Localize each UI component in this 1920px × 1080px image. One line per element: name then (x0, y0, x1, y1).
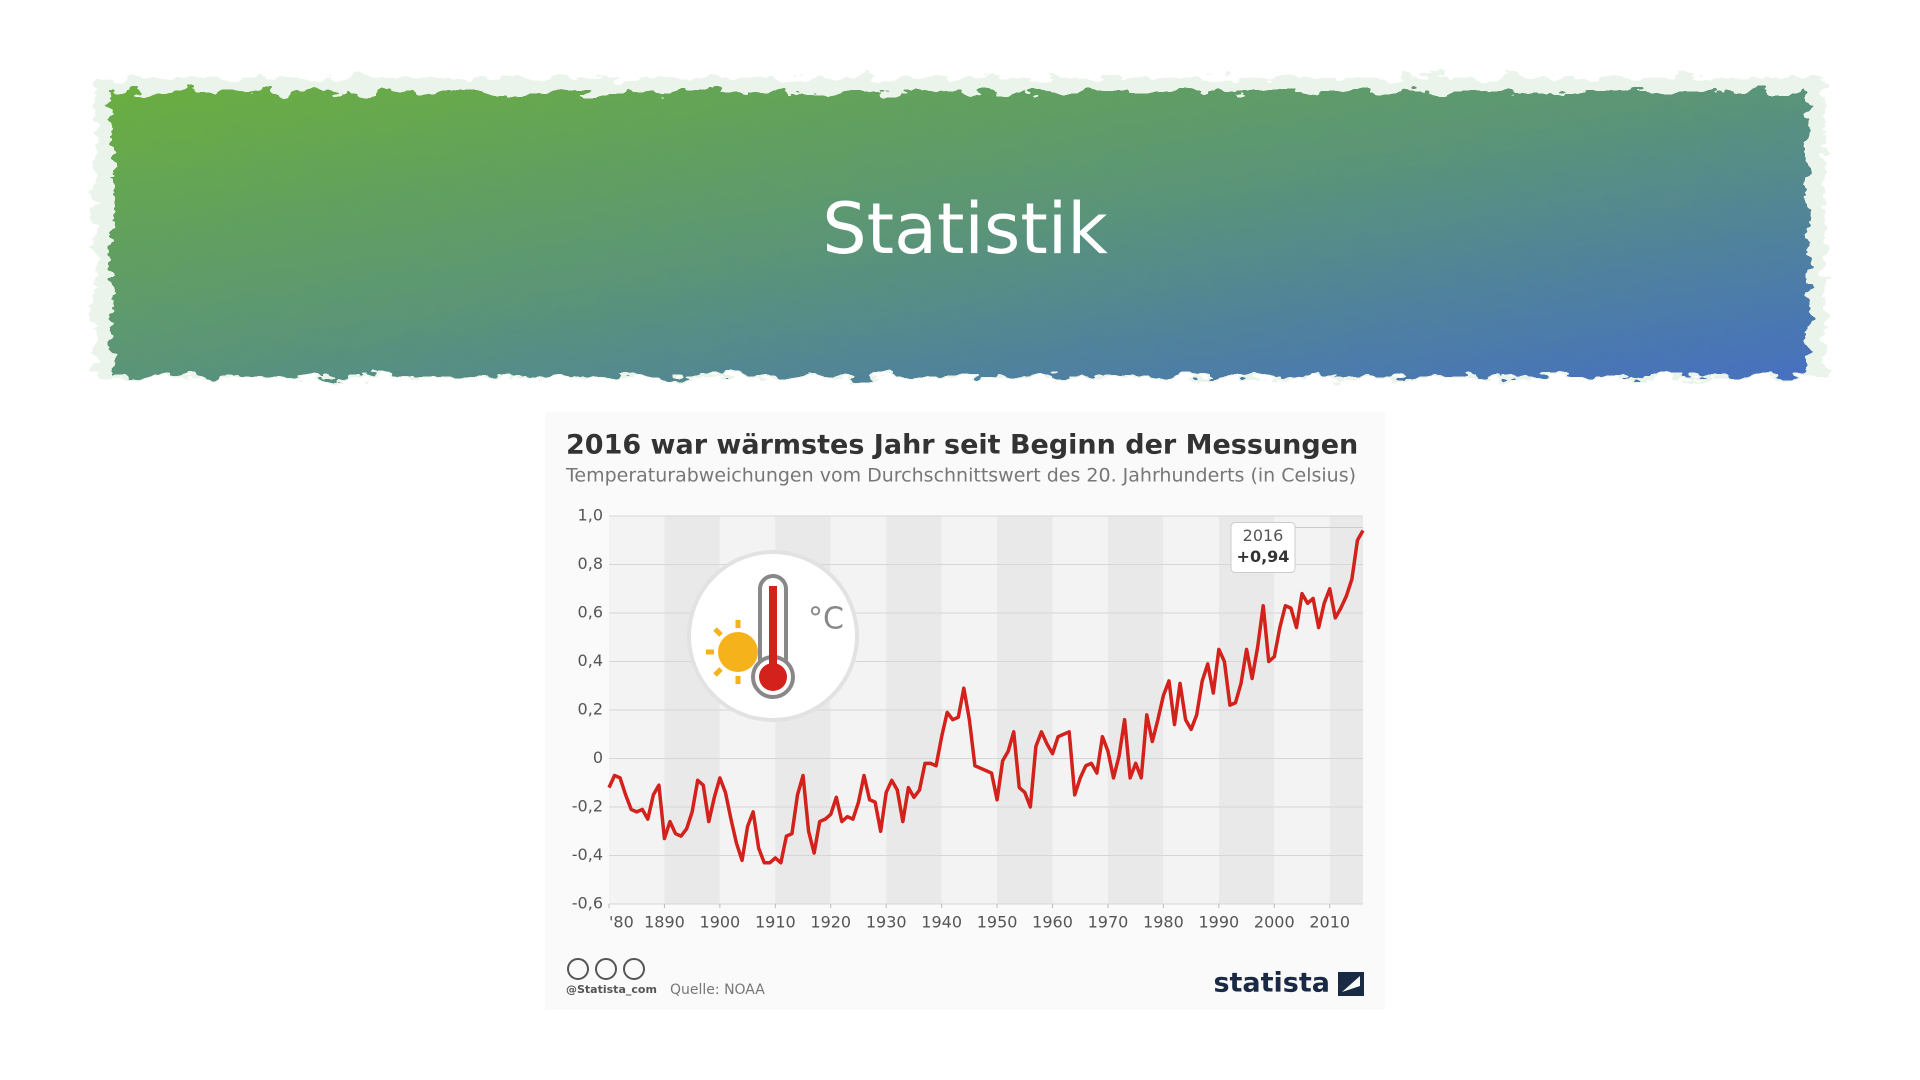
x-tick-label: 1960 (1032, 913, 1073, 932)
temperature-line (607, 529, 1365, 865)
thermometer-icon: °C (687, 550, 859, 722)
x-tick-label: 1990 (1198, 913, 1239, 932)
x-tick-label: 1970 (1088, 913, 1129, 932)
x-tick-label: 1930 (866, 913, 907, 932)
chart-subtitle: Temperaturabweichungen vom Durchschnitts… (565, 465, 1356, 487)
annotation-year: 2016 (1243, 526, 1284, 545)
x-tick-label: 2010 (1309, 913, 1350, 932)
x-tick-label: 1910 (755, 913, 796, 932)
title-banner (112, 92, 1808, 376)
y-tick-label: 0,4 (578, 651, 603, 670)
source: Quelle: NOAA (670, 982, 765, 998)
cc-icons (567, 958, 645, 980)
x-tick-label: 1950 (977, 913, 1018, 932)
x-tick-label: 1920 (810, 913, 851, 932)
x-tick-label: '80 (609, 913, 634, 932)
icon-label: °C (808, 602, 844, 637)
x-tick-label: 1900 (700, 913, 741, 932)
y-tick-label: -0,4 (572, 845, 603, 864)
annotation-box (1230, 522, 1296, 574)
annotation-value: +0,94 (1237, 547, 1290, 566)
x-tick-label: 1940 (921, 913, 962, 932)
x-tick-label: 1980 (1143, 913, 1184, 932)
y-tick-label: 1,0 (578, 506, 603, 525)
brand-logo (1338, 972, 1364, 996)
slide-title: Statistik (822, 188, 1108, 270)
y-tick-label: 0,2 (578, 700, 603, 719)
credit: @Statista_com (566, 983, 657, 996)
y-tick-label: 0 (593, 748, 603, 767)
x-tick-label: 1890 (644, 913, 685, 932)
brand: statista (1213, 968, 1330, 999)
y-tick-label: 0,8 (578, 554, 603, 573)
y-tick-label: -0,6 (572, 894, 603, 913)
chart-title: 2016 war wärmstes Jahr seit Beginn der M… (566, 430, 1358, 461)
x-tick-label: 2000 (1254, 913, 1295, 932)
y-tick-label: 0,6 (578, 603, 603, 622)
y-tick-label: -0,2 (572, 797, 603, 816)
